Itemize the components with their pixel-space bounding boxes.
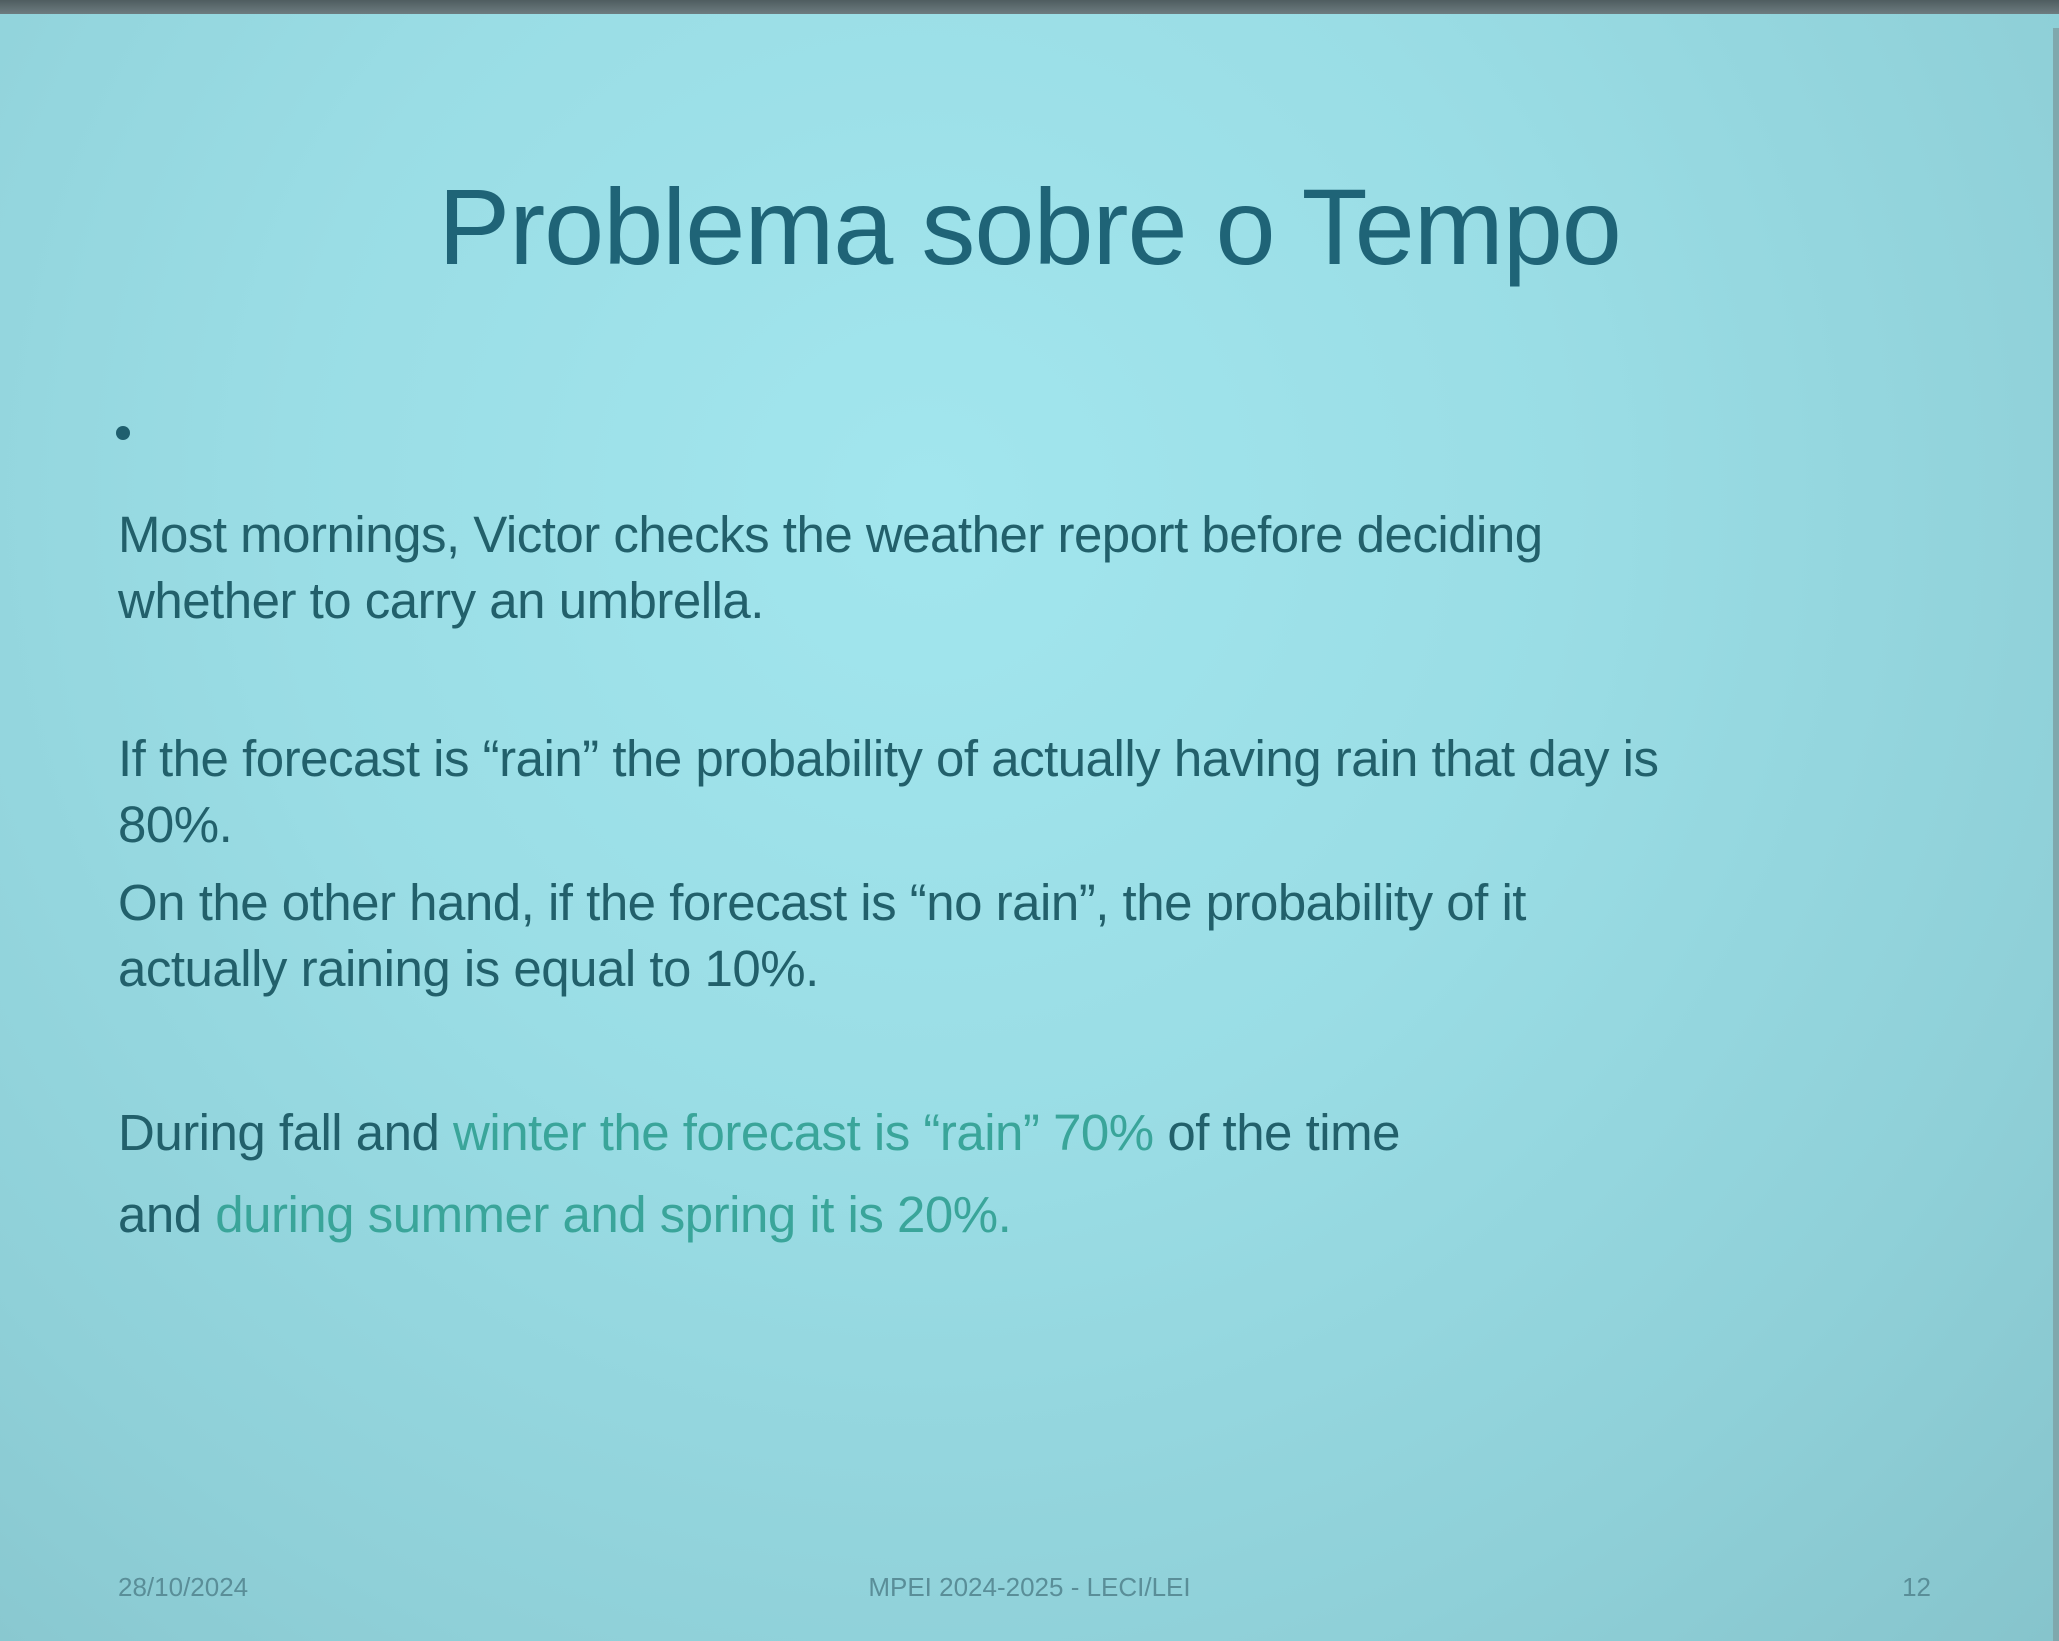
footer-date: 28/10/2024 — [118, 1572, 249, 1602]
bullet-icon — [116, 426, 130, 440]
text-segment: of the time — [1153, 1104, 1400, 1161]
paragraph-line: 80%. — [118, 796, 233, 853]
paragraph-line: If the forecast is “rain” the probabilit… — [118, 730, 1659, 787]
text-segment: and — [118, 1186, 216, 1243]
slide-title: Problema sobre o Tempo — [438, 166, 1622, 287]
paragraph-line: actually raining is equal to 10%. — [118, 940, 819, 997]
paragraph-rain-forecast: If the forecast is “rain” the probabilit… — [118, 726, 1659, 858]
paragraph-line: whether to carry an umbrella. — [118, 572, 764, 629]
paragraph-line: During fall and winter the forecast is “… — [118, 1092, 1400, 1174]
text-segment: During fall and — [118, 1104, 454, 1161]
slide: Problema sobre o Tempo Most mornings, Vi… — [0, 14, 2059, 1641]
highlighted-text: during summer and spring it is 20%. — [215, 1186, 1012, 1243]
paragraph-line: and during summer and spring it is 20%. — [118, 1174, 1400, 1256]
projector-top-edge — [0, 0, 2059, 14]
paragraph-line: Most mornings, Victor checks the weather… — [118, 506, 1543, 563]
highlighted-text: winter the forecast is “rain” 70% — [453, 1104, 1154, 1161]
footer-course: MPEI 2024-2025 - LECI/LEI — [868, 1572, 1191, 1602]
projector-right-edge — [2053, 28, 2059, 1641]
paragraph-line: On the other hand, if the forecast is “n… — [118, 874, 1526, 931]
footer-page-number: 12 — [1902, 1572, 1931, 1602]
paragraph-seasons: During fall and winter the forecast is “… — [118, 1092, 1400, 1256]
paragraph-no-rain-forecast: On the other hand, if the forecast is “n… — [118, 870, 1526, 1002]
paragraph-intro: Most mornings, Victor checks the weather… — [118, 502, 1543, 634]
